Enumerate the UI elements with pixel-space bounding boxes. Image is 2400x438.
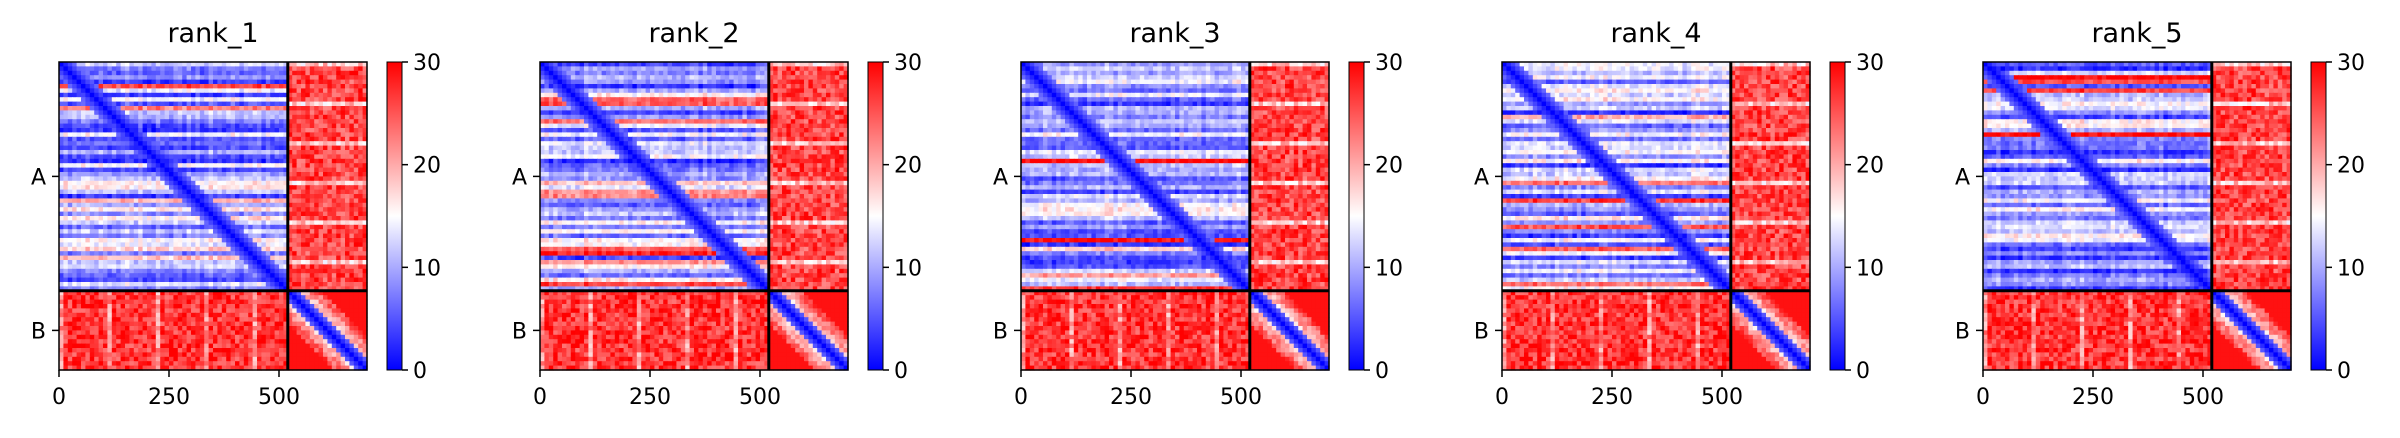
colorbar: 0 10 20 30	[1349, 51, 1403, 384]
pae-heatmap	[1983, 62, 2292, 371]
heatmap-panel-3: rank_3 0 250 500 A B 0 10 20 30	[993, 18, 1403, 410]
colorbar: 0 10 20 30	[1830, 51, 1884, 384]
pae-heatmap	[59, 62, 368, 371]
colorbar-tick-label: 10	[2337, 256, 2365, 281]
pae-heatmap	[1502, 62, 1811, 371]
panel-title: rank_3	[1129, 18, 1220, 49]
colorbar-tick-label: 30	[1375, 51, 1403, 76]
colorbar-tick-label: 10	[1375, 256, 1403, 281]
x-tick-label: 500	[739, 385, 781, 410]
y-chain-label: A	[31, 165, 46, 190]
colorbar: 0 10 20 30	[868, 51, 922, 384]
colorbar: 0 10 20 30	[2311, 51, 2365, 384]
x-tick-label: 500	[258, 385, 300, 410]
colorbar-tick-label: 30	[894, 51, 922, 76]
x-tick-label: 500	[1701, 385, 1743, 410]
colorbar-tick-label: 30	[1856, 51, 1884, 76]
colorbar-tick-label: 10	[894, 256, 922, 281]
x-tick-label: 500	[1220, 385, 1262, 410]
y-chain-label: B	[31, 319, 46, 344]
colorbar-tick-label: 20	[894, 154, 922, 179]
x-tick-label: 0	[1014, 385, 1028, 410]
y-chain-label: B	[1474, 319, 1489, 344]
pae-heatmap	[1021, 62, 1330, 371]
y-chain-label: B	[512, 319, 527, 344]
colorbar-tick-label: 20	[2337, 154, 2365, 179]
y-chain-label: A	[512, 165, 527, 190]
colorbar-tick-label: 10	[413, 256, 441, 281]
x-tick-label: 250	[1110, 385, 1152, 410]
colorbar-tick-label: 0	[2337, 359, 2351, 384]
panel-title: rank_1	[167, 18, 258, 49]
x-tick-label: 250	[148, 385, 190, 410]
y-chain-label: A	[993, 165, 1008, 190]
x-tick-label: 0	[52, 385, 66, 410]
y-chain-label: B	[1955, 319, 1970, 344]
colorbar-tick-label: 20	[1375, 154, 1403, 179]
x-tick-label: 0	[533, 385, 547, 410]
x-tick-label: 250	[629, 385, 671, 410]
panel-title: rank_2	[648, 18, 739, 49]
colorbar: 0 10 20 30	[387, 51, 441, 384]
x-tick-label: 0	[1495, 385, 1509, 410]
colorbar-tick-label: 0	[1856, 359, 1870, 384]
panel-title: rank_4	[1610, 18, 1701, 49]
colorbar-tick-label: 0	[413, 359, 427, 384]
x-tick-label: 250	[2072, 385, 2114, 410]
colorbar-tick-label: 0	[894, 359, 908, 384]
y-chain-label: A	[1955, 165, 1970, 190]
y-chain-label: A	[1474, 165, 1489, 190]
x-tick-label: 500	[2182, 385, 2224, 410]
pae-heatmap	[540, 62, 849, 371]
colorbar-tick-label: 30	[2337, 51, 2365, 76]
heatmap-panel-4: rank_4 0 250 500 A B 0 10 20 30	[1474, 18, 1884, 410]
heatmap-panel-1: rank_1 0 250 500 A B 0 10 20 30	[31, 18, 441, 410]
heatmap-panel-2: rank_2 0 250 500 A B 0 10 20 30	[512, 18, 922, 410]
colorbar-tick-label: 0	[1375, 359, 1389, 384]
colorbar-tick-label: 20	[413, 154, 441, 179]
colorbar-tick-label: 30	[413, 51, 441, 76]
x-tick-label: 250	[1591, 385, 1633, 410]
colorbar-tick-label: 20	[1856, 154, 1884, 179]
panel-title: rank_5	[2091, 18, 2182, 49]
heatmap-panel-5: rank_5 0 250 500 A B 0 10 20 30	[1955, 18, 2365, 410]
y-chain-label: B	[993, 319, 1008, 344]
x-tick-label: 0	[1976, 385, 1990, 410]
colorbar-tick-label: 10	[1856, 256, 1884, 281]
